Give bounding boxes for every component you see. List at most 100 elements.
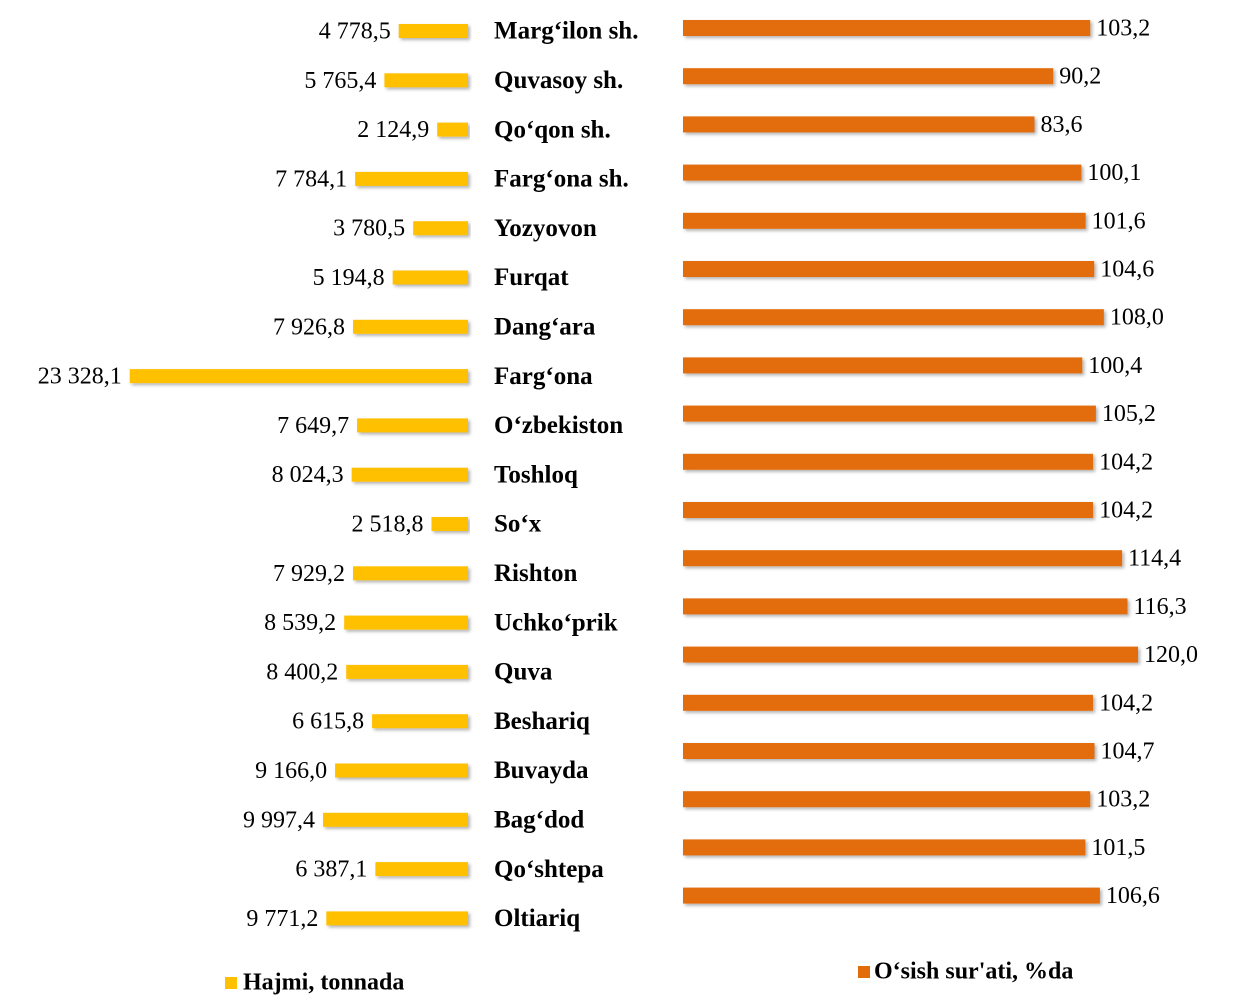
- bar: [375, 862, 468, 877]
- bar: [398, 24, 468, 38]
- category-label: Farg‘ona: [494, 363, 593, 390]
- category-label: Qo‘qon sh.: [494, 116, 611, 143]
- category-label: Marg‘ilon sh.: [494, 18, 638, 45]
- value-label: 114,4: [1128, 546, 1181, 572]
- bar: [683, 164, 1082, 181]
- value-label: 104,2: [1099, 449, 1153, 475]
- category-label: Toshloq: [494, 461, 578, 488]
- value-label: 103,2: [1096, 787, 1150, 813]
- value-label: 103,2: [1096, 16, 1150, 42]
- value-label: 8 539,2: [264, 610, 336, 636]
- category-label: Quva: [494, 659, 553, 686]
- value-label: 8 400,2: [266, 659, 338, 685]
- bar: [683, 839, 1086, 856]
- category-label: Uchko‘prik: [494, 609, 618, 636]
- bar: [357, 418, 468, 433]
- value-label: 105,2: [1102, 401, 1156, 427]
- value-label: 4 778,5: [319, 19, 391, 45]
- legend-label: O‘sish sur'ati, %da: [874, 959, 1073, 985]
- bar: [683, 357, 1083, 374]
- bar: [683, 261, 1095, 277]
- category-label: Buvayda: [494, 757, 589, 784]
- bar: [353, 319, 468, 334]
- bar: [326, 911, 468, 926]
- bar: [413, 221, 468, 236]
- value-label: 104,7: [1100, 739, 1154, 765]
- category-label: O‘zbekiston: [494, 412, 623, 439]
- category-label: Beshariq: [494, 708, 590, 735]
- legend-swatch: [858, 966, 870, 978]
- bar: [355, 171, 468, 186]
- bar: [323, 812, 468, 827]
- value-label: 90,2: [1059, 64, 1101, 90]
- category-label: Bag‘dod: [494, 807, 584, 834]
- category-label: Furqat: [494, 264, 569, 291]
- value-label: 5 194,8: [313, 265, 385, 291]
- bar: [683, 68, 1054, 85]
- value-label: 101,5: [1091, 835, 1145, 861]
- value-label: 9 771,2: [246, 906, 318, 932]
- bar: [683, 212, 1086, 229]
- bar: [683, 453, 1094, 470]
- value-label: 7 784,1: [275, 166, 347, 192]
- bar: [683, 116, 1035, 133]
- category-label: Farg‘ona sh.: [494, 166, 629, 193]
- bar: [372, 714, 468, 729]
- bar: [346, 664, 468, 679]
- category-label: Rishton: [494, 560, 577, 587]
- value-label: 9 166,0: [255, 758, 327, 784]
- bar: [351, 467, 468, 482]
- category-label: Dang‘ara: [494, 314, 596, 341]
- bar: [683, 405, 1096, 422]
- bar: [437, 122, 468, 137]
- value-label: 6 387,1: [295, 857, 367, 883]
- bar: [683, 309, 1104, 326]
- bar: [683, 598, 1128, 615]
- value-label: 116,3: [1133, 594, 1186, 620]
- value-label: 101,6: [1092, 208, 1146, 234]
- bar: [344, 615, 468, 630]
- value-label: 104,2: [1099, 690, 1153, 716]
- legend-swatch: [225, 977, 237, 989]
- bar: [683, 887, 1100, 904]
- value-label: 120,0: [1144, 642, 1198, 668]
- bar: [683, 694, 1094, 711]
- bar: [129, 369, 468, 384]
- bar: [683, 791, 1091, 808]
- value-label: 8 024,3: [272, 462, 344, 488]
- value-label: 104,2: [1099, 498, 1153, 524]
- category-label: So‘x: [494, 511, 542, 538]
- bar: [431, 517, 468, 531]
- category-label: Yozyovon: [494, 215, 597, 242]
- value-label: 106,6: [1106, 883, 1160, 909]
- category-label: Qo‘shtepa: [494, 856, 604, 883]
- value-label: 9 997,4: [243, 807, 315, 833]
- value-label: 2 518,8: [351, 512, 423, 538]
- legend-label: Hajmi, tonnada: [243, 970, 404, 995]
- value-label: 7 926,8: [273, 314, 345, 340]
- value-label: 83,6: [1040, 112, 1082, 138]
- value-label: 3 780,5: [333, 216, 405, 242]
- value-label: 100,4: [1088, 353, 1142, 379]
- value-label: 104,6: [1100, 257, 1154, 283]
- value-label: 5 765,4: [304, 68, 376, 94]
- value-label: 7 929,2: [273, 561, 345, 587]
- bar: [353, 566, 468, 581]
- bar: [384, 73, 468, 88]
- value-label: 23 328,1: [38, 364, 122, 390]
- bar: [683, 502, 1094, 518]
- bar: [683, 550, 1123, 567]
- category-label: Oltiariq: [494, 905, 580, 932]
- bar: [683, 646, 1138, 663]
- bar: [335, 763, 468, 778]
- value-label: 6 615,8: [292, 709, 364, 735]
- bar: [683, 20, 1091, 36]
- value-label: 2 124,9: [357, 117, 429, 143]
- value-label: 7 649,7: [277, 413, 349, 439]
- category-label: Quvasoy sh.: [494, 67, 623, 94]
- bar: [392, 270, 468, 285]
- bar: [683, 743, 1095, 759]
- value-label: 108,0: [1110, 305, 1164, 331]
- value-label: 100,1: [1087, 160, 1141, 186]
